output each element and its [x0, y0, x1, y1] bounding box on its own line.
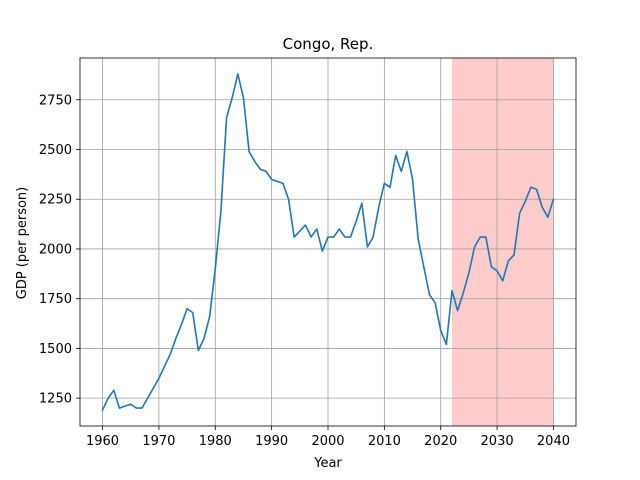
x-tick-label: 2040	[537, 434, 570, 449]
x-tick-label: 2030	[481, 434, 514, 449]
y-axis-title: GDP (per person)	[15, 187, 30, 300]
y-tick-label: 2500	[39, 143, 72, 158]
x-tick-label: 1980	[199, 434, 232, 449]
y-tick-label: 1500	[39, 342, 72, 357]
gdp-series-line	[101, 73, 555, 411]
y-tick-label: 2000	[39, 242, 72, 257]
x-tick-label: 1970	[142, 434, 175, 449]
x-tick-label: 2000	[311, 434, 344, 449]
x-axis-title: Year	[313, 456, 342, 471]
x-tick-label: 1990	[255, 434, 288, 449]
x-tick-label: 1960	[86, 434, 119, 449]
y-tick-label: 1750	[39, 292, 72, 307]
y-tick-label: 2250	[39, 193, 72, 208]
x-tick-label: 2020	[424, 434, 457, 449]
x-tick-label: 2010	[368, 434, 401, 449]
chart-title: Congo, Rep.	[283, 35, 374, 53]
y-tick-label: 2750	[39, 93, 72, 108]
y-tick-label: 1250	[39, 392, 72, 407]
forecast-highlight-band	[452, 58, 554, 426]
